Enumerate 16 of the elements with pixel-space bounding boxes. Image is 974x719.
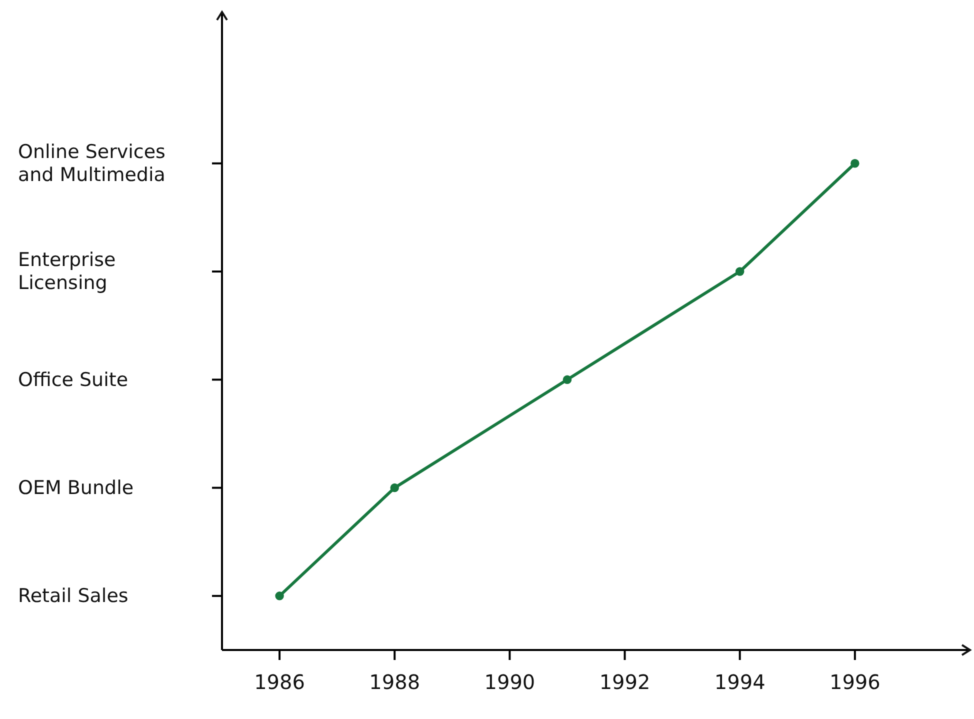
y-tick-label: Office Suite xyxy=(18,368,128,391)
point xyxy=(562,375,572,384)
x-tick-label: 1992 xyxy=(599,670,650,694)
y-tick-label: Online Services and Multimedia xyxy=(18,141,166,186)
x-tick-label: 1988 xyxy=(369,670,420,694)
y-tick-label: OEM Bundle xyxy=(18,476,134,499)
point xyxy=(275,592,284,600)
x-tick-label: 1990 xyxy=(484,670,536,694)
point xyxy=(390,483,399,492)
x-tick-label: 1986 xyxy=(254,670,305,694)
point xyxy=(735,267,744,276)
x-tick-label: 1996 xyxy=(829,670,880,694)
x-tick-label: 1994 xyxy=(714,670,766,694)
point xyxy=(850,159,860,168)
y-tick-label: Retail Sales xyxy=(18,585,128,608)
y-tick-label: Enterprise Licensing xyxy=(18,249,116,294)
